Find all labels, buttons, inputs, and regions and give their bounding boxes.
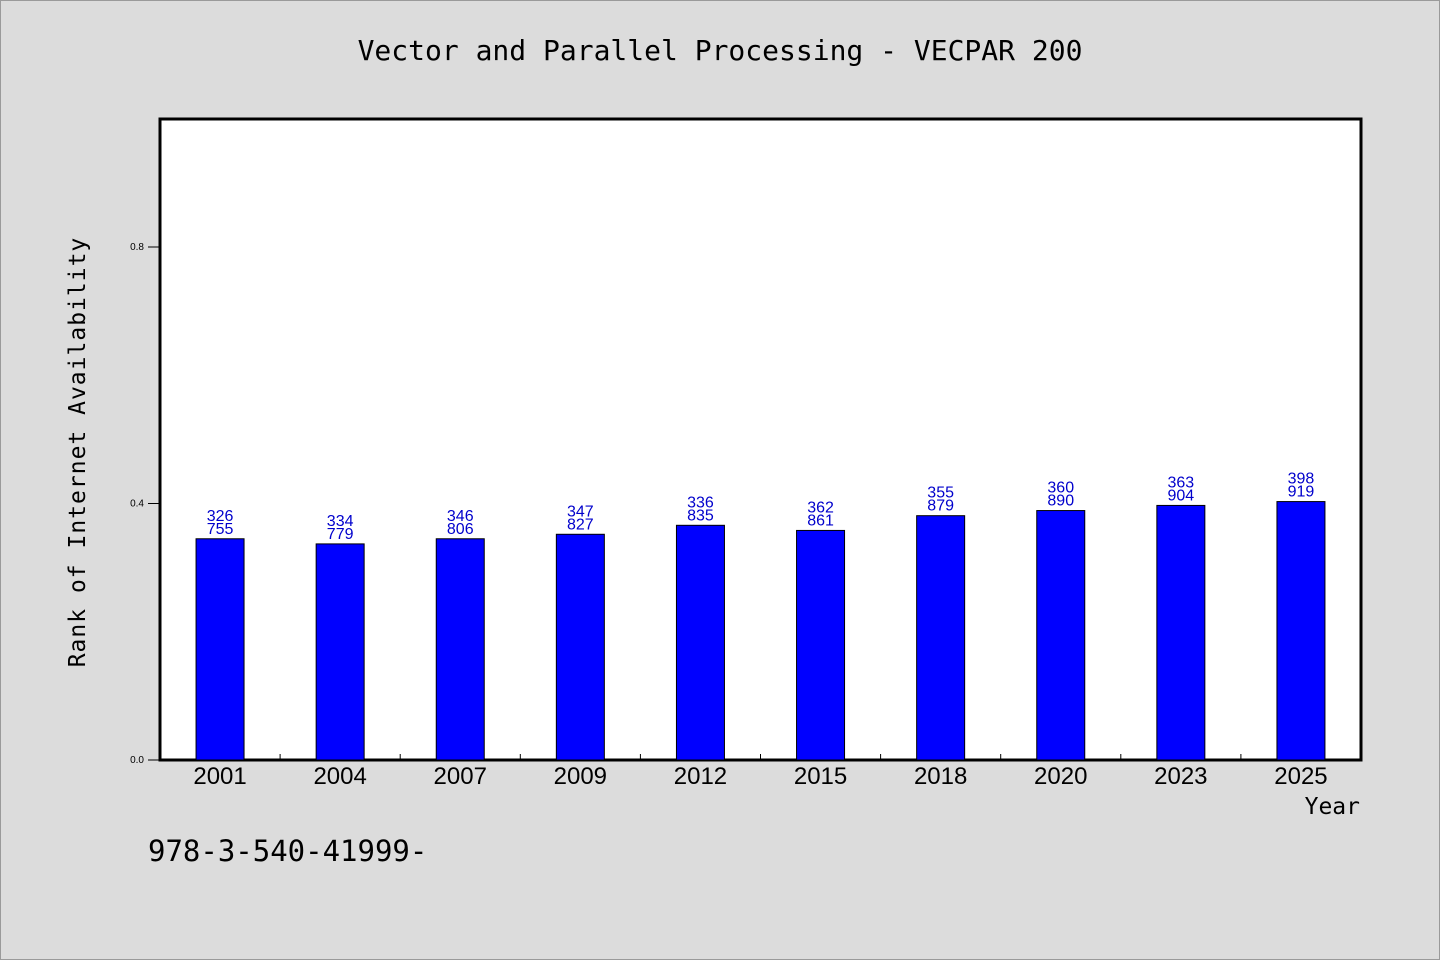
data-label-top: 347 xyxy=(567,503,594,520)
data-label-bottom: 919 xyxy=(1288,484,1315,501)
data-label-top: 363 xyxy=(1167,474,1194,491)
data-label-top: 355 xyxy=(927,485,954,502)
data-label-bottom: 861 xyxy=(807,512,834,529)
bar-2004 xyxy=(315,543,365,761)
chart-title: Vector and Parallel Processing - VECPAR … xyxy=(357,34,1083,67)
data-label-top: 398 xyxy=(1288,471,1315,488)
data-label-bottom: 806 xyxy=(447,521,474,538)
data-label-top: 326 xyxy=(207,508,234,525)
data-label-top: 334 xyxy=(327,513,354,530)
data-label-bottom: 779 xyxy=(327,526,354,543)
x-tick-label: 2018 xyxy=(914,763,967,790)
x-tick-label: 2020 xyxy=(1034,763,1087,790)
x-tick-label: 2015 xyxy=(794,763,847,790)
y-tick-label: 0.8 xyxy=(130,242,144,253)
bar-2001 xyxy=(195,538,245,761)
bar-2023 xyxy=(1156,504,1206,761)
bar-2018 xyxy=(916,515,966,761)
bar-2015 xyxy=(796,529,846,761)
bars-layer xyxy=(195,501,1326,761)
x-tick-label: 2004 xyxy=(313,763,366,790)
bar-2025 xyxy=(1276,501,1326,761)
data-label-bottom: 835 xyxy=(687,507,714,524)
data-label-bottom: 890 xyxy=(1047,493,1074,510)
x-tick-label: 2012 xyxy=(674,763,727,790)
x-axis-label: Year xyxy=(1304,794,1360,820)
data-label-bottom: 879 xyxy=(927,498,954,515)
bar-2009 xyxy=(555,533,605,761)
data-label-bottom: 827 xyxy=(567,516,594,533)
data-label-bottom: 904 xyxy=(1167,487,1194,504)
data-label-bottom: 755 xyxy=(207,521,234,538)
x-tick-label: 2025 xyxy=(1274,763,1327,790)
y-tick-label: 0.0 xyxy=(130,755,144,766)
data-label-top: 346 xyxy=(447,508,474,525)
axis-layer: 0.0 0.4 0.8 xyxy=(130,242,1242,766)
data-label-top: 360 xyxy=(1047,480,1074,497)
x-tick-label: 2007 xyxy=(434,763,487,790)
footnote-text: 978-3-540-41999- xyxy=(148,834,428,868)
bar-2020 xyxy=(1036,510,1086,761)
data-label-top: 362 xyxy=(807,499,834,516)
x-tick-label: 2009 xyxy=(554,763,607,790)
bar-2012 xyxy=(675,524,725,761)
y-tick-label: 0.4 xyxy=(130,499,144,510)
data-label-top: 336 xyxy=(687,494,714,511)
x-tick-label: 2001 xyxy=(193,763,246,790)
bar-2007 xyxy=(435,538,485,761)
x-tick-label: 2023 xyxy=(1154,763,1207,790)
